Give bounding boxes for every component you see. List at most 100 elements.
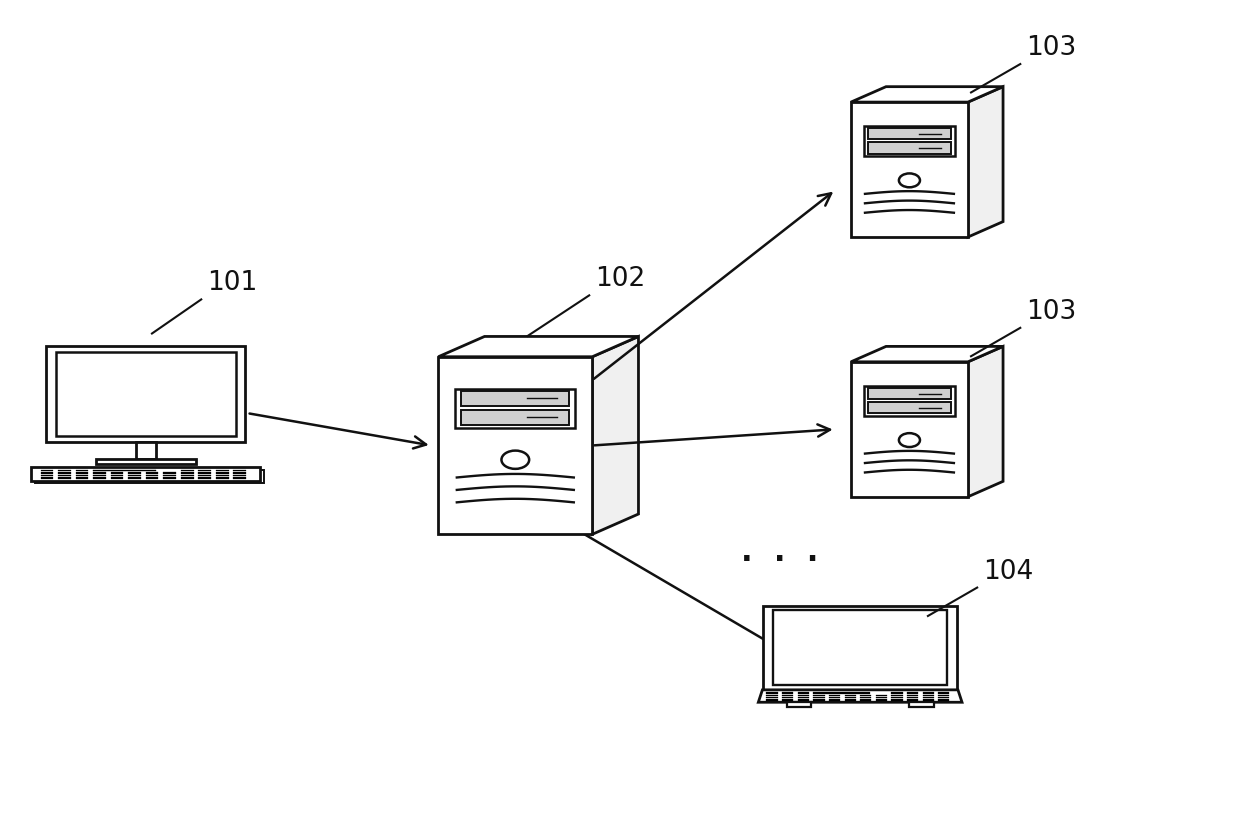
Polygon shape	[766, 692, 777, 694]
Polygon shape	[56, 352, 236, 437]
Polygon shape	[110, 473, 123, 474]
Text: 102: 102	[595, 266, 646, 292]
Polygon shape	[198, 477, 211, 479]
Polygon shape	[233, 475, 246, 477]
Polygon shape	[128, 473, 141, 474]
Polygon shape	[41, 475, 53, 477]
Polygon shape	[923, 697, 934, 699]
Polygon shape	[759, 690, 962, 703]
Polygon shape	[774, 611, 947, 686]
Polygon shape	[797, 697, 808, 699]
Polygon shape	[861, 695, 872, 696]
Polygon shape	[797, 699, 808, 701]
Polygon shape	[844, 699, 856, 701]
Polygon shape	[93, 475, 105, 477]
Polygon shape	[41, 477, 53, 479]
Polygon shape	[868, 143, 951, 155]
Polygon shape	[939, 699, 950, 701]
Circle shape	[899, 174, 920, 188]
Polygon shape	[844, 695, 856, 696]
Polygon shape	[76, 477, 88, 479]
Polygon shape	[76, 470, 88, 472]
Polygon shape	[782, 692, 794, 694]
Polygon shape	[46, 346, 246, 442]
Polygon shape	[787, 703, 811, 708]
Polygon shape	[198, 470, 211, 472]
Text: 104: 104	[983, 558, 1034, 584]
Polygon shape	[233, 477, 246, 479]
Polygon shape	[864, 387, 955, 416]
Polygon shape	[110, 475, 123, 477]
Polygon shape	[128, 477, 141, 479]
Polygon shape	[216, 473, 228, 474]
Polygon shape	[861, 697, 872, 699]
Polygon shape	[766, 697, 777, 699]
Polygon shape	[95, 459, 196, 464]
Polygon shape	[851, 362, 968, 497]
Polygon shape	[851, 88, 1003, 103]
Text: 101: 101	[207, 270, 258, 296]
Polygon shape	[923, 695, 934, 696]
Polygon shape	[455, 389, 575, 428]
Polygon shape	[868, 403, 951, 414]
Polygon shape	[892, 695, 903, 696]
Polygon shape	[813, 697, 825, 699]
Polygon shape	[830, 699, 841, 701]
Polygon shape	[216, 470, 228, 472]
Polygon shape	[813, 695, 825, 696]
Polygon shape	[906, 697, 919, 699]
Polygon shape	[830, 695, 841, 696]
Polygon shape	[58, 473, 71, 474]
Polygon shape	[198, 473, 211, 474]
Polygon shape	[813, 692, 869, 694]
Polygon shape	[923, 692, 934, 694]
Polygon shape	[164, 475, 176, 477]
Polygon shape	[438, 357, 593, 535]
Polygon shape	[31, 468, 260, 481]
Polygon shape	[58, 475, 71, 477]
Polygon shape	[146, 473, 159, 474]
Polygon shape	[76, 473, 88, 474]
Polygon shape	[438, 337, 639, 357]
Polygon shape	[93, 473, 105, 474]
Polygon shape	[110, 477, 123, 479]
Text: 103: 103	[1027, 298, 1076, 324]
Polygon shape	[181, 475, 193, 477]
Polygon shape	[797, 692, 808, 694]
Polygon shape	[797, 695, 808, 696]
Polygon shape	[909, 703, 934, 708]
Polygon shape	[233, 470, 246, 472]
Polygon shape	[782, 699, 794, 701]
Polygon shape	[875, 699, 887, 701]
Polygon shape	[461, 391, 569, 406]
Circle shape	[501, 451, 529, 469]
Polygon shape	[968, 88, 1003, 238]
Polygon shape	[181, 473, 193, 474]
Polygon shape	[844, 697, 856, 699]
Polygon shape	[939, 695, 950, 696]
Polygon shape	[851, 103, 968, 238]
Polygon shape	[41, 473, 53, 474]
Circle shape	[899, 433, 920, 447]
Polygon shape	[892, 699, 903, 701]
Polygon shape	[892, 692, 903, 694]
Polygon shape	[766, 695, 777, 696]
Polygon shape	[864, 127, 955, 157]
Polygon shape	[41, 470, 53, 472]
Polygon shape	[164, 473, 176, 474]
Polygon shape	[906, 695, 919, 696]
Polygon shape	[782, 697, 794, 699]
Polygon shape	[830, 697, 841, 699]
Polygon shape	[181, 470, 193, 472]
Polygon shape	[128, 475, 141, 477]
Polygon shape	[93, 470, 156, 472]
Polygon shape	[868, 129, 951, 140]
Polygon shape	[233, 473, 246, 474]
Polygon shape	[939, 692, 950, 694]
Polygon shape	[58, 477, 71, 479]
Polygon shape	[763, 606, 957, 690]
Polygon shape	[939, 697, 950, 699]
Polygon shape	[76, 475, 88, 477]
Polygon shape	[461, 410, 569, 425]
Polygon shape	[782, 695, 794, 696]
